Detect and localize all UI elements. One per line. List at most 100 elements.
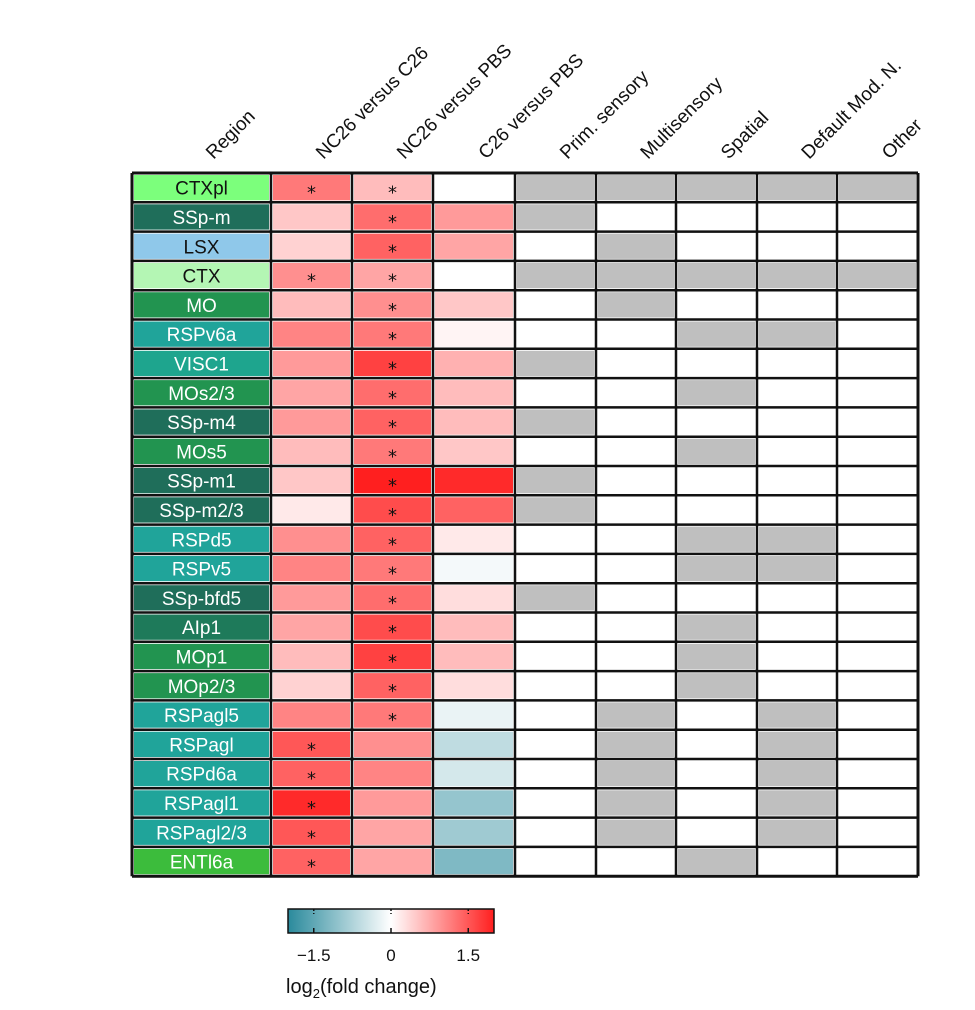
region-label: CTXpl xyxy=(175,179,228,200)
heat-cell xyxy=(354,790,431,816)
category-cell xyxy=(517,497,594,523)
category-cell xyxy=(517,438,594,464)
significance-star: * xyxy=(388,710,397,731)
significance-stars: * * * * * * * * * * * * * * * * * * * * * * * * * * xyxy=(307,183,397,878)
heat-cell xyxy=(435,761,513,787)
heat-cell xyxy=(354,819,431,845)
category-cell xyxy=(517,321,594,347)
category-cell xyxy=(678,848,755,875)
heat-cell xyxy=(435,819,513,845)
heat-cell xyxy=(273,585,350,611)
category-cell xyxy=(759,673,835,699)
colorbar-title-suffix: (fold change) xyxy=(319,976,437,998)
significance-star: * xyxy=(388,476,397,497)
category-cell xyxy=(678,321,755,347)
significance-star: * xyxy=(388,329,397,350)
category-cell xyxy=(759,526,835,552)
significance-star: * xyxy=(388,417,397,438)
region-label: LSX xyxy=(184,237,220,258)
category-cell xyxy=(517,526,594,552)
grid-lines xyxy=(130,171,920,878)
column-label: Multisensory xyxy=(637,73,728,164)
heat-cell xyxy=(435,643,513,670)
heat-cell xyxy=(273,409,350,435)
category-cell xyxy=(839,233,916,259)
significance-star: * xyxy=(388,564,397,585)
category-cell xyxy=(678,468,755,494)
category-cell xyxy=(598,761,674,787)
region-label: MOs5 xyxy=(176,442,227,463)
category-cell xyxy=(839,262,916,289)
category-cell xyxy=(517,350,594,377)
region-label: CTX xyxy=(183,267,221,288)
heat-cell xyxy=(273,233,350,259)
category-cell xyxy=(598,350,674,377)
category-cell xyxy=(517,233,594,259)
category-cell xyxy=(839,438,916,464)
region-label: RSPd5 xyxy=(171,530,231,551)
heat-cell xyxy=(273,526,350,552)
heat-cell xyxy=(273,438,350,464)
category-cell xyxy=(759,262,835,289)
category-cell xyxy=(759,321,835,347)
region-label-box xyxy=(134,555,269,582)
category-cell xyxy=(839,526,916,552)
category-cell xyxy=(839,380,916,406)
heat-cell xyxy=(354,555,431,582)
category-cell xyxy=(839,175,916,201)
category-cell xyxy=(839,790,916,816)
category-cell xyxy=(517,262,594,289)
category-cell xyxy=(759,497,835,523)
category-cell xyxy=(517,468,594,494)
significance-star: * xyxy=(307,739,316,760)
heat-cell xyxy=(354,731,431,757)
significance-star: * xyxy=(307,769,316,790)
colorbar-tick-label: 0 xyxy=(386,946,395,965)
heat-cell xyxy=(273,262,350,289)
heat-cell xyxy=(435,292,513,318)
heat-cell xyxy=(435,262,513,289)
heat-cell xyxy=(354,643,431,670)
category-cell xyxy=(678,643,755,670)
category-cell xyxy=(517,585,594,611)
significance-star: * xyxy=(388,183,397,204)
category-cell xyxy=(678,497,755,523)
region-label-box xyxy=(134,848,269,875)
heat-cell xyxy=(435,702,513,728)
heat-cell xyxy=(273,819,350,845)
heat-cell xyxy=(354,526,431,552)
region-label-box xyxy=(134,262,269,289)
category-cell xyxy=(759,585,835,611)
region-label: MOp1 xyxy=(176,647,228,668)
heat-cell xyxy=(435,790,513,816)
heat-cell xyxy=(435,526,513,552)
category-cell xyxy=(598,204,674,230)
heat-cell xyxy=(435,673,513,699)
significance-star: * xyxy=(388,505,397,526)
heat-cell xyxy=(273,643,350,670)
category-cell xyxy=(839,761,916,787)
category-cell xyxy=(678,673,755,699)
significance-star: * xyxy=(388,651,397,672)
region-label-box xyxy=(134,409,269,435)
region-label: VISC1 xyxy=(174,354,229,375)
region-label: RSPv5 xyxy=(172,560,231,581)
colorbar-title-prefix: log xyxy=(286,976,313,998)
heat-cell xyxy=(354,262,431,289)
category-cell xyxy=(759,761,835,787)
category-cell xyxy=(598,292,674,318)
category-cell xyxy=(678,350,755,377)
category-cell xyxy=(839,468,916,494)
heat-cell xyxy=(273,497,350,523)
category-cell xyxy=(678,614,755,640)
region-label: MOp2/3 xyxy=(168,677,236,698)
category-cell xyxy=(598,790,674,816)
region-label: RSPagl1 xyxy=(164,794,239,815)
category-cell xyxy=(678,790,755,816)
category-cell xyxy=(598,497,674,523)
category-cell xyxy=(839,702,916,728)
region-label-box xyxy=(134,233,269,259)
category-cell xyxy=(839,819,916,845)
heat-cell xyxy=(354,673,431,699)
category-cell xyxy=(759,555,835,582)
